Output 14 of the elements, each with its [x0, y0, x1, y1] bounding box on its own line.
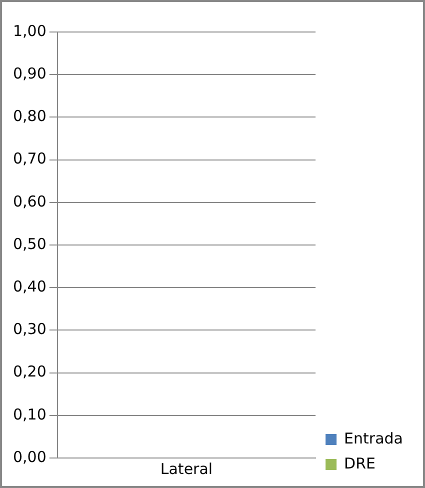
y-tick-label: 0,60 [12, 192, 46, 210]
y-tick-label: 0,30 [12, 320, 46, 338]
legend-label: DRE [344, 454, 376, 472]
x-tick-label: Lateral [160, 460, 213, 478]
y-tick-label: 0,70 [12, 150, 46, 168]
y-tick-label: 0,90 [12, 64, 46, 82]
y-tick-label: 0,00 [12, 448, 46, 466]
y-tick-label: 0,10 [12, 405, 46, 424]
y-tick-label: 0,20 [12, 362, 46, 381]
y-tick-label: 1,00 [12, 22, 46, 40]
legend-label: Entrada [344, 429, 404, 448]
y-tick-label: 0,50 [12, 234, 46, 253]
y-tick-label: 0,80 [12, 107, 46, 126]
y-tick-label: 0,40 [12, 277, 46, 296]
